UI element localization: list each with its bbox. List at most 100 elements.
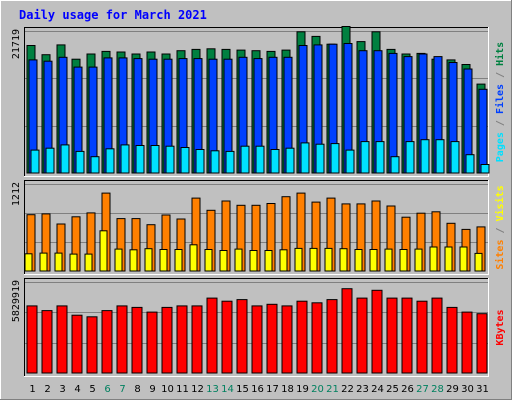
bar-pages [315, 143, 325, 174]
bar-kbytes [296, 300, 308, 374]
bar-kbytes [26, 305, 38, 374]
side-legend-part: / [495, 66, 506, 84]
day-label: 4 [74, 384, 80, 395]
bar-sites [99, 230, 108, 272]
day-label: 30 [461, 384, 474, 395]
bar-sites [399, 249, 408, 272]
bar-sites [369, 249, 378, 272]
day-label: 9 [149, 384, 155, 395]
bar-kbytes [146, 311, 158, 374]
bar-kbytes [176, 305, 188, 374]
bar-kbytes [41, 310, 53, 374]
panel-hits: 21719 Pages / Files / Hits [11, 26, 506, 177]
bar-sites [84, 253, 93, 272]
bar-kbytes [221, 300, 233, 374]
panels: 21719 Pages / Files / Hits 1212 Sites / Vis… [11, 26, 506, 377]
bar-kbytes [236, 299, 248, 374]
side-legend: Sites / Visits [494, 185, 506, 269]
day-label: 22 [341, 384, 354, 395]
bar-kbytes [131, 306, 143, 374]
day-label: 25 [386, 384, 399, 395]
bar-sites [324, 247, 333, 272]
bar-pages [345, 149, 355, 174]
bar-pages [105, 148, 115, 174]
day-label: 1 [29, 384, 35, 395]
bar-kbytes [476, 313, 488, 374]
side-legend-part: / [495, 221, 506, 239]
day-label: 3 [59, 384, 65, 395]
bar-pages [225, 150, 235, 174]
bar-kbytes [416, 300, 428, 374]
bar-sites [159, 249, 168, 272]
bar-pages [255, 145, 265, 174]
bar-sites [294, 247, 303, 272]
bar-pages [30, 149, 40, 174]
bar-kbytes [401, 297, 413, 374]
day-label: 19 [296, 384, 309, 395]
bar-sites [339, 248, 348, 272]
side-legend-part: / [495, 114, 506, 132]
day-label: 24 [371, 384, 384, 395]
bar-kbytes [86, 316, 98, 374]
day-label: 18 [281, 384, 294, 395]
bar-kbytes [56, 305, 68, 374]
bar-pages [270, 149, 280, 174]
bar-pages [435, 139, 445, 174]
day-label: 12 [191, 384, 204, 395]
day-label: 13 [206, 384, 219, 395]
bar-kbytes [311, 302, 323, 374]
side-legend-part: Pages [495, 132, 506, 162]
bar-sites [219, 250, 228, 272]
bar-kbytes [446, 306, 458, 374]
bar-pages [480, 164, 490, 174]
bar-kbytes [116, 305, 128, 374]
bar-kbytes [371, 289, 383, 374]
side-legend-part: Files [494, 84, 506, 114]
bar-sites [114, 248, 123, 272]
bar-sites [144, 248, 153, 272]
bar-kbytes [356, 297, 368, 374]
y-max-label: 21719 [11, 29, 22, 59]
bar-kbytes [191, 305, 203, 374]
bar-pages [75, 150, 85, 174]
day-label: 27 [416, 384, 429, 395]
panel-visits: 1212 Sites / Visits [11, 180, 506, 275]
bar-pages [45, 147, 55, 174]
bar-sites [414, 248, 423, 272]
day-label: 10 [161, 384, 174, 395]
side-legend-part: Sites [494, 240, 506, 270]
bar-pages [195, 149, 205, 174]
bar-sites [459, 246, 468, 272]
bar-files [478, 88, 488, 174]
day-label: 15 [236, 384, 249, 395]
bar-kbytes [341, 288, 353, 374]
day-label: 23 [356, 384, 369, 395]
bar-pages [210, 150, 220, 174]
bar-pages [180, 147, 190, 174]
bar-kbytes [266, 303, 278, 374]
y-max-label: 5829919 [11, 280, 22, 322]
bar-sites [309, 247, 318, 272]
bar-kbytes [71, 314, 83, 374]
side-legend-part: Visits [494, 185, 506, 221]
bar-pages [405, 141, 415, 174]
x-axis-day-labels: 1 2 3 4 5 6 7 8 9 10 11 12 13 14 15 16 17 18 19 20 21 22 23 24 2… [29, 384, 489, 395]
bar-kbytes [386, 297, 398, 374]
y-max-label: 1212 [11, 182, 22, 206]
bar-pages [90, 156, 100, 174]
bar-pages [330, 143, 340, 174]
bar-sites [444, 246, 453, 272]
day-label: 16 [251, 384, 264, 395]
bar-sites [249, 250, 258, 272]
day-label: 29 [446, 384, 459, 395]
bar-pages [285, 147, 295, 174]
bar-pages [360, 141, 370, 174]
day-label: 31 [476, 384, 489, 395]
day-label: 21 [326, 384, 339, 395]
bar-pages [465, 154, 475, 174]
bar-sites [474, 252, 483, 272]
bar-pages [300, 142, 310, 174]
bar-pages [135, 145, 145, 174]
bar-pages [60, 144, 70, 174]
